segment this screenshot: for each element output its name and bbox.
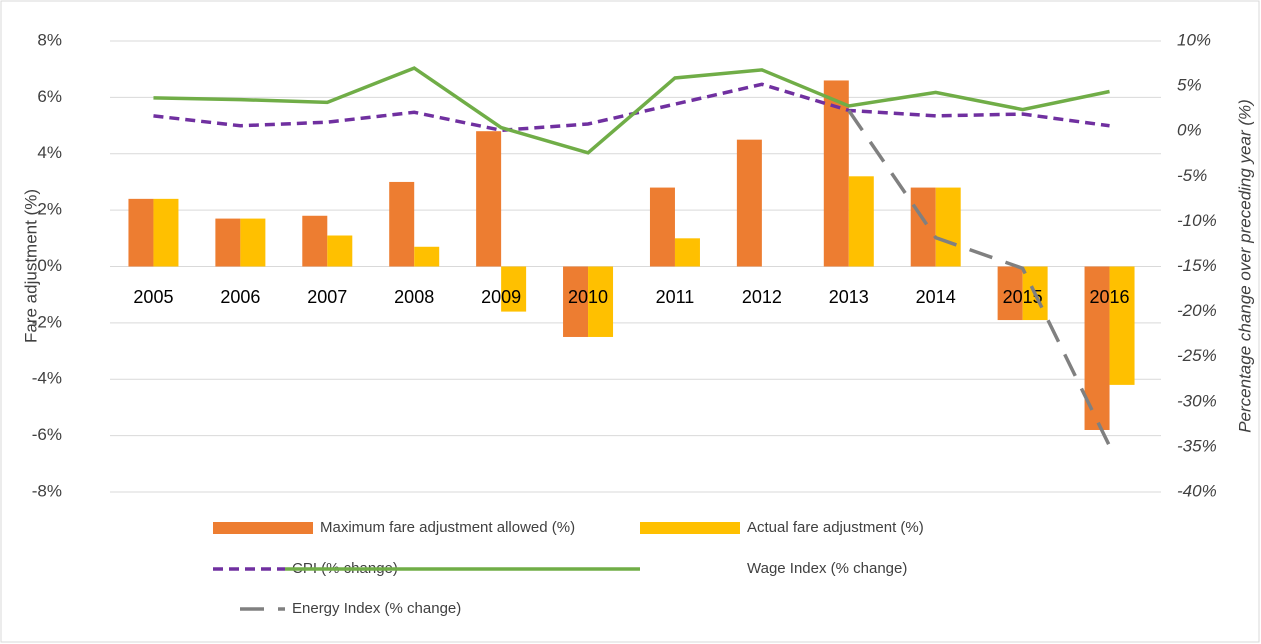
y2-tick-label: 0% <box>1177 121 1202 140</box>
bar <box>563 266 589 337</box>
y2-tick-label: -25% <box>1177 346 1217 365</box>
y-tick-label: 2% <box>37 200 62 219</box>
y-tick-label: -8% <box>32 481 62 500</box>
legend-swatch <box>213 522 313 534</box>
y2-tick-label: -35% <box>1177 436 1217 455</box>
legend-label: Wage Index (% change) <box>747 560 907 577</box>
bar <box>910 187 936 267</box>
bar <box>823 80 849 267</box>
y-tick-label: 8% <box>37 30 62 49</box>
legend-swatch <box>640 522 740 534</box>
bar <box>997 266 1023 321</box>
legend-label: Maximum fare adjustment allowed (%) <box>320 519 575 536</box>
bar <box>476 131 502 267</box>
legend-label: Actual fare adjustment (%) <box>747 519 924 536</box>
bar <box>240 218 266 267</box>
y2-tick-label: -15% <box>1177 256 1217 275</box>
bar <box>414 246 440 267</box>
line-series <box>847 109 1112 447</box>
bar <box>588 266 614 337</box>
y2-tick-label: -40% <box>1177 481 1217 500</box>
bar <box>935 187 961 267</box>
bar <box>128 198 154 267</box>
x-tick-label: 2013 <box>829 287 869 307</box>
y2-axis-title: Percentage change over preceding year (%… <box>1235 99 1254 433</box>
bar <box>215 218 241 267</box>
y-tick-label: 6% <box>37 87 62 106</box>
y2-tick-label: -10% <box>1177 211 1217 230</box>
y2-tick-label: 5% <box>1177 76 1202 95</box>
x-tick-label: 2009 <box>481 287 521 307</box>
x-tick-label: 2012 <box>742 287 782 307</box>
x-tick-label: 2011 <box>656 287 695 307</box>
y-tick-label: 0% <box>37 256 62 275</box>
x-tick-label: 2005 <box>133 287 173 307</box>
bar <box>649 187 675 267</box>
y-tick-label: -6% <box>32 425 62 444</box>
x-tick-label: 2016 <box>1090 287 1130 307</box>
y-axis-title: Fare adjustment (%) <box>21 189 40 343</box>
y2-tick-label: -5% <box>1177 166 1207 185</box>
y-tick-label: 4% <box>37 143 62 162</box>
y-tick-label: -4% <box>32 369 62 388</box>
y2-tick-label: -20% <box>1177 301 1217 320</box>
y2-tick-label: 10% <box>1177 30 1211 49</box>
bar <box>736 139 762 267</box>
bar <box>501 266 527 312</box>
x-tick-label: 2007 <box>307 287 347 307</box>
x-tick-label: 2006 <box>220 287 260 307</box>
x-tick-label: 2010 <box>568 287 608 307</box>
bar <box>389 181 415 267</box>
bar <box>302 215 328 267</box>
y-tick-label: -2% <box>32 312 62 331</box>
x-tick-label: 2014 <box>916 287 956 307</box>
line-series <box>153 66 1110 155</box>
bar <box>848 176 874 267</box>
legend-label: Energy Index (% change) <box>292 600 461 617</box>
y2-tick-label: -30% <box>1177 391 1217 410</box>
bar <box>327 235 353 267</box>
bar <box>153 198 179 267</box>
bar <box>674 238 700 267</box>
bar <box>1109 266 1135 385</box>
x-tick-label: 2008 <box>394 287 434 307</box>
